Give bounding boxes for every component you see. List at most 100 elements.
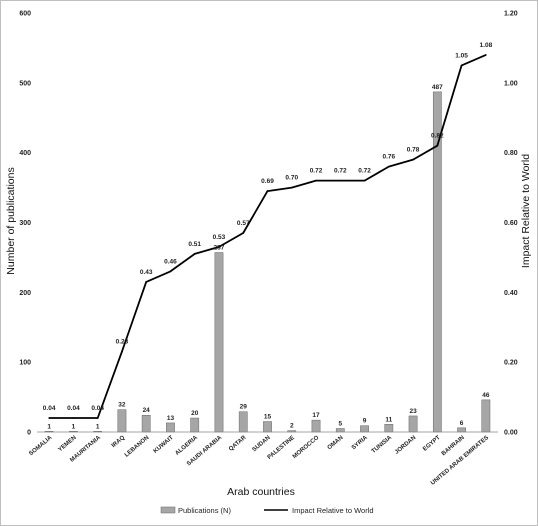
impact-value-label: 0.23	[116, 339, 129, 346]
impact-value-label: 0.70	[285, 175, 298, 182]
bar-kuwait	[166, 422, 175, 433]
impact-value-label: 0.72	[358, 168, 371, 175]
y-tick-label: 600	[19, 11, 31, 18]
bar-algeria	[190, 417, 200, 433]
y-tick-label: 100	[19, 360, 31, 367]
bar-sudan	[263, 421, 272, 433]
bar-value-label: 13	[167, 415, 175, 422]
y2-tick-label: 0.00	[504, 430, 518, 437]
category-label: IRAQ	[111, 435, 127, 449]
y-tick-label: 300	[19, 220, 31, 227]
category-label: SYRIA	[351, 435, 369, 452]
y-axis-title: Number of publications	[5, 167, 17, 274]
impact-value-label: 0.46	[164, 258, 177, 265]
category-label: SUDAN	[252, 435, 272, 453]
bar-value-label: 257	[214, 245, 225, 252]
impact-point	[96, 417, 99, 419]
impact-point	[315, 179, 317, 182]
line-labels-layer: 0.04 0.04 0.04 0.23 0.43 0.46 0.51 0.53 0.57 0.69…	[43, 42, 493, 412]
impact-value-label: 0.43	[140, 269, 153, 276]
legend: Publications (N) Impact Relative to Worl…	[160, 506, 374, 515]
bar-value-label: 9	[363, 418, 367, 425]
bar-syria	[360, 425, 369, 433]
impact-point	[436, 144, 439, 147]
impact-value-label: 1.05	[455, 52, 468, 59]
y2-tick-label: 0.60	[504, 220, 518, 227]
category-label: KUWAIT	[153, 435, 175, 455]
bar-value-label: 17	[312, 412, 320, 419]
bar-iraq	[117, 409, 127, 433]
legend-swatch-publications	[160, 506, 176, 514]
x-axis-title: Arab countries	[227, 486, 295, 498]
bar-value-label: 6	[460, 420, 464, 427]
y-tick-label: 500	[19, 80, 31, 87]
bar-tunisia	[384, 424, 394, 433]
impact-value-label: 0.72	[310, 168, 323, 175]
category-label: QATAR	[228, 435, 248, 453]
bar-value-label: 11	[385, 416, 392, 423]
legend-label-publications: Publications (N)	[178, 506, 231, 515]
bar-value-label: 15	[264, 414, 272, 421]
y2-ticks-layer: 0.00 0.20 0.40 0.60 0.80 1.00 1.20	[504, 11, 518, 437]
bar-jordan	[408, 415, 418, 433]
category-label: TUNISIA	[371, 435, 394, 455]
category-label: SOMALIA	[28, 435, 54, 458]
bar-value-label: 46	[482, 392, 490, 399]
bar-bahrain	[457, 427, 466, 433]
impact-value-label: 1.08	[480, 42, 493, 49]
y-tick-label: 200	[19, 290, 31, 297]
y-ticks-layer: 0 100 200 300 400 500 600	[19, 11, 31, 437]
bar-united-arab-emirates	[481, 399, 491, 433]
impact-point	[121, 350, 123, 353]
impact-point	[48, 417, 50, 419]
impact-point	[193, 253, 196, 255]
bar-value-label: 23	[409, 408, 417, 415]
bar-value-label: 1	[72, 423, 76, 430]
bar-value-label: 32	[118, 402, 126, 409]
category-label: EGYPT	[422, 435, 442, 453]
impact-value-label: 0.78	[407, 147, 420, 154]
impact-point	[169, 270, 172, 273]
y2-tick-label: 1.00	[504, 80, 518, 87]
bar-morocco	[311, 419, 321, 433]
impact-value-label: 0.51	[188, 241, 201, 248]
impact-value-label: 0.72	[334, 168, 347, 175]
category-label: JORDAN	[394, 435, 417, 456]
impact-value-label: 0.04	[43, 405, 56, 412]
impact-point	[242, 232, 245, 234]
impact-value-label: 0.53	[213, 234, 226, 241]
y-tick-label: 400	[19, 150, 31, 157]
category-label: MOROCCO	[292, 435, 321, 460]
y-tick-label: 0	[27, 430, 31, 437]
impact-point	[388, 165, 390, 168]
bar-lebanon	[141, 414, 151, 433]
impact-point	[412, 158, 414, 161]
line-layer	[48, 54, 487, 419]
bar-value-label: 5	[338, 421, 342, 428]
impact-value-label: 0.76	[382, 154, 395, 161]
impact-value-label: 0.82	[431, 133, 444, 140]
impact-point	[218, 246, 220, 248]
impact-point	[266, 190, 269, 192]
impact-point	[72, 417, 75, 419]
y2-axis-title: Impact Relative to World	[520, 154, 532, 268]
category-label: OMAN	[327, 435, 345, 451]
impact-point	[460, 64, 463, 67]
bar-value-label: 20	[191, 410, 199, 417]
bar-value-label: 24	[143, 407, 151, 414]
bar-saudi-arabia	[214, 252, 224, 433]
impact-point	[145, 281, 147, 283]
impact-point	[363, 179, 366, 182]
y2-tick-label: 0.40	[504, 290, 518, 297]
bar-value-label: 487	[432, 84, 443, 91]
impact-value-label: 0.04	[91, 405, 104, 412]
category-label: LEBANON	[124, 435, 151, 459]
impact-value-label: 0.69	[261, 178, 274, 185]
impact-value-label: 0.57	[237, 220, 250, 227]
impact-point	[339, 179, 342, 182]
impact-point	[290, 186, 293, 189]
